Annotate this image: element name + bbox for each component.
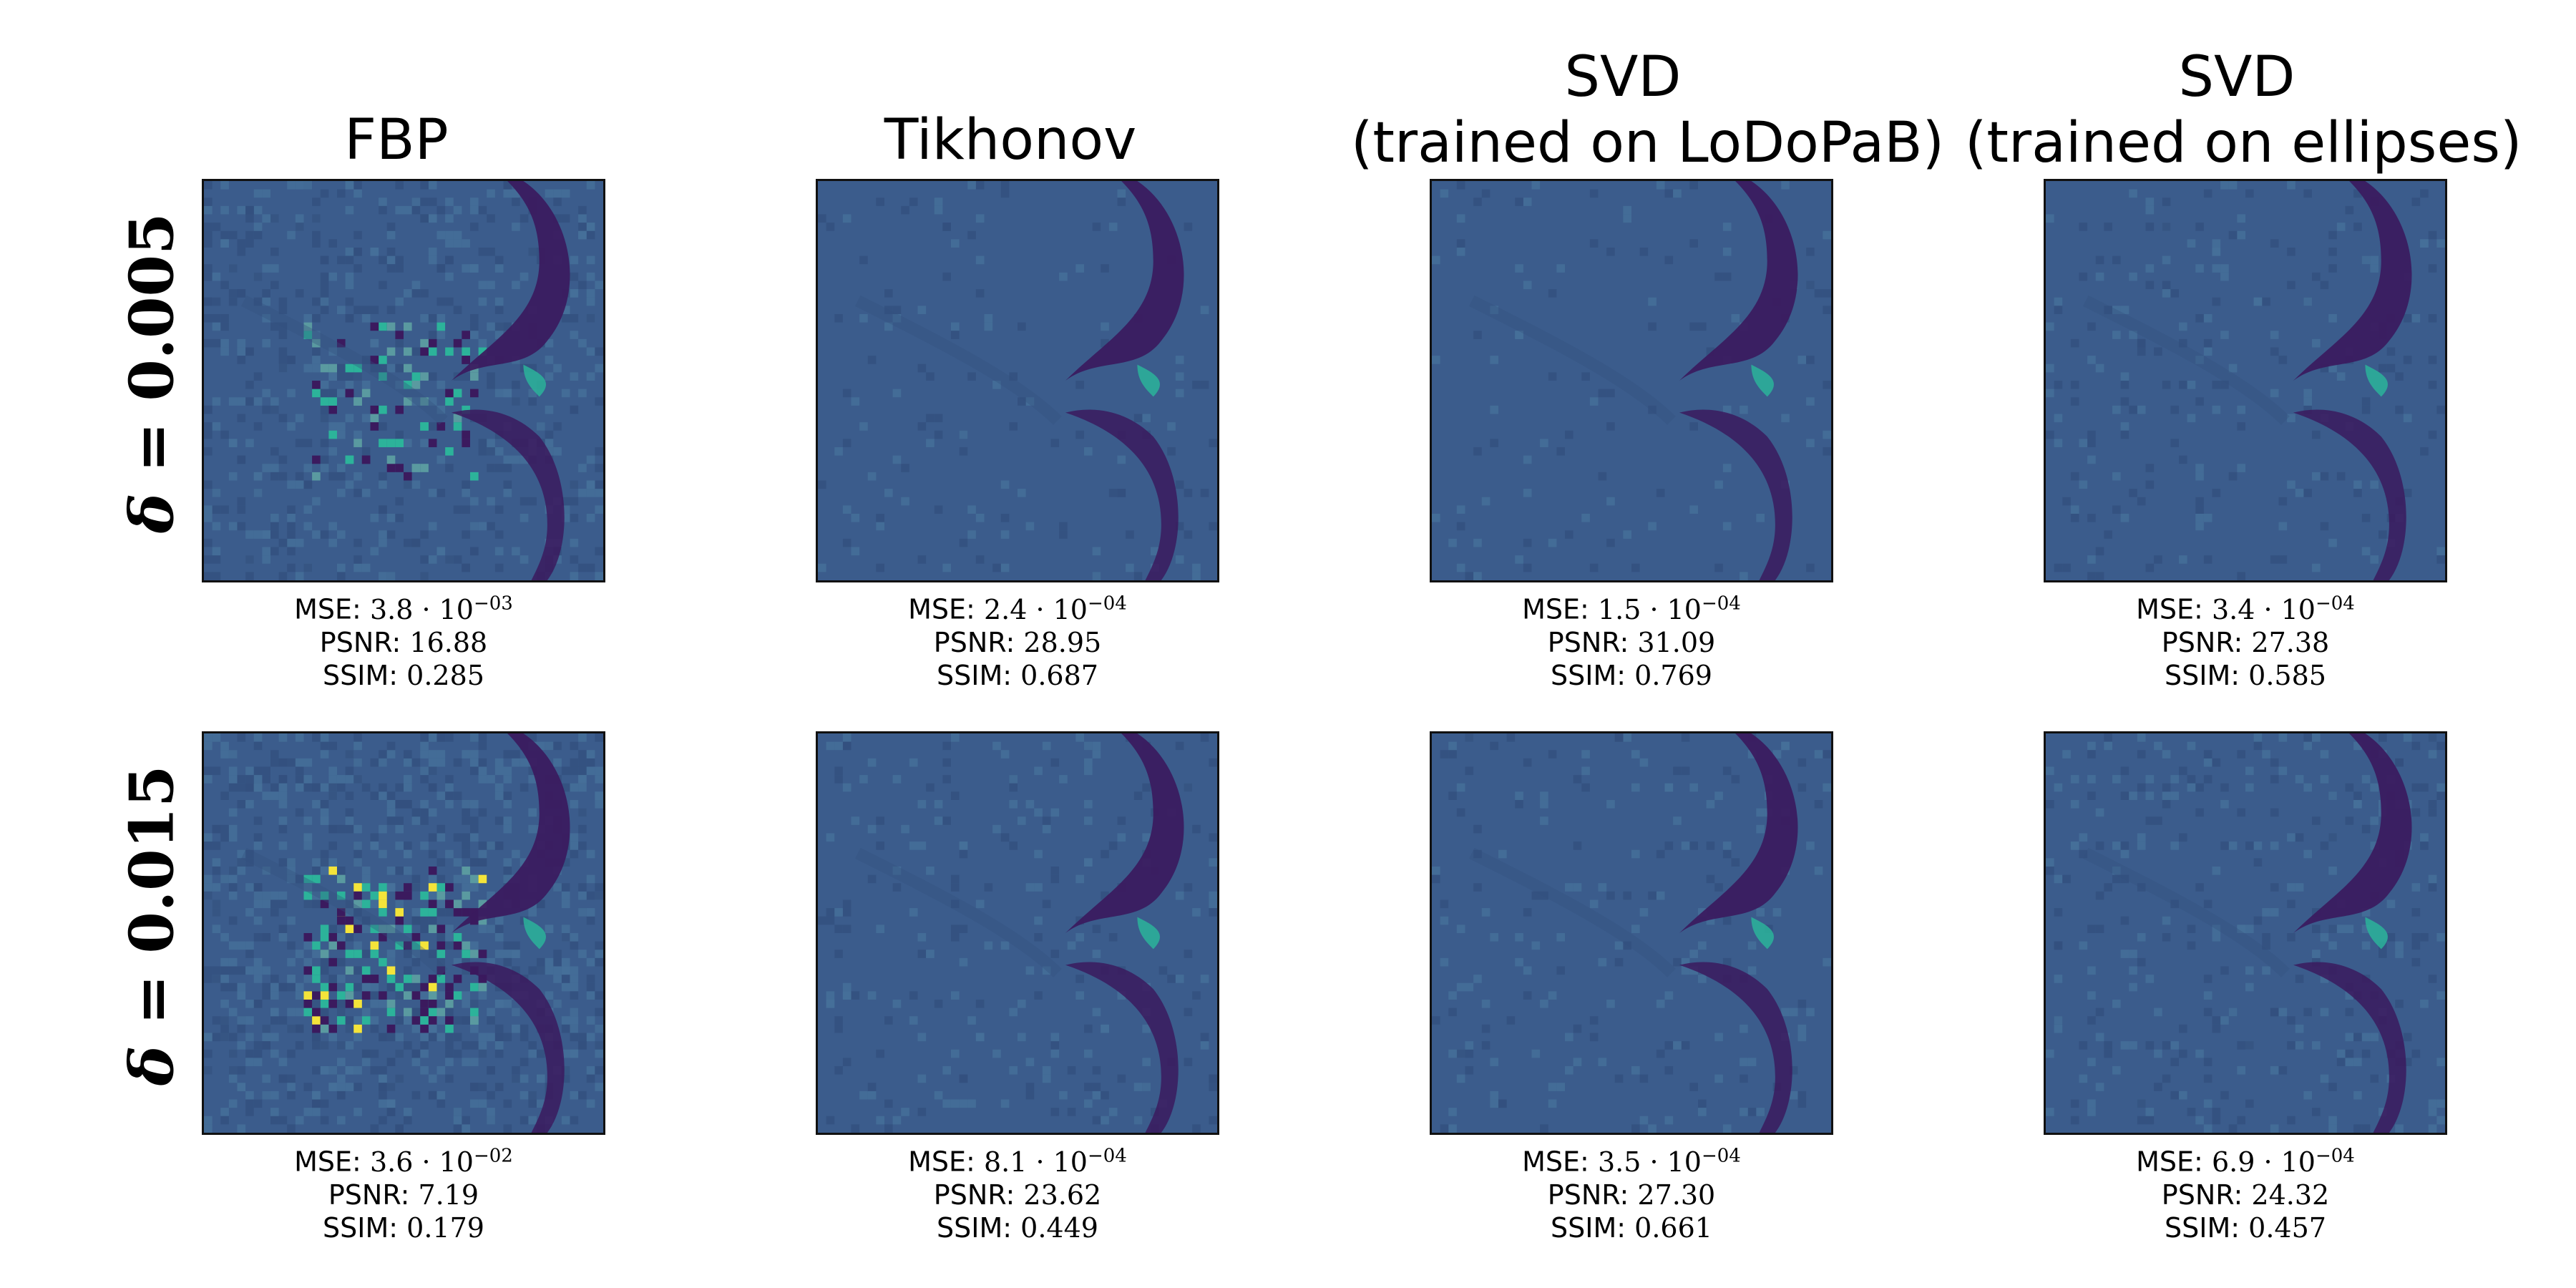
ssim-line: SSIM: 0.179 [323,1211,484,1244]
mse-line: MSE: 3.5 · 10−04 [1522,1145,1741,1178]
metrics-block: MSE: 3.4 · 10−04 PSNR: 27.38 SSIM: 0.585 [2044,587,2447,692]
psnr-line: PSNR: 7.19 [328,1179,479,1211]
psnr-line: PSNR: 27.30 [1547,1179,1716,1211]
ssim-line: SSIM: 0.769 [1551,659,1712,691]
ssim-line: SSIM: 0.449 [937,1211,1098,1244]
metrics-block: MSE: 3.8 · 10−03 PSNR: 16.88 SSIM: 0.285 [202,587,605,692]
ssim-line: SSIM: 0.585 [2165,659,2326,691]
reconstruction-image [1430,179,1833,582]
column-title-svd-ellipses: SVD (trained on ellipses) [1965,45,2522,175]
reconstruction-image [816,179,1219,582]
metrics-block: MSE: 3.6 · 10−02 PSNR: 7.19 SSIM: 0.179 [202,1139,605,1244]
image-canvas [1432,181,1831,580]
mse-line: MSE: 3.8 · 10−03 [294,592,513,625]
metrics-block: MSE: 2.4 · 10−04 PSNR: 28.95 SSIM: 0.687 [816,587,1219,692]
image-canvas [204,733,603,1133]
psnr-line: PSNR: 27.38 [2161,626,2330,658]
column-title-tikhonov: Tikhonov [884,108,1137,172]
mse-line: MSE: 6.9 · 10−04 [2136,1145,2355,1178]
reconstruction-image [202,179,605,582]
column-title-fbp: FBP [344,108,449,172]
image-canvas [1432,733,1831,1133]
reconstruction-image [2044,731,2447,1135]
metrics-block: MSE: 1.5 · 10−04 PSNR: 31.09 SSIM: 0.769 [1430,587,1833,692]
column-title-svd-lodopab: SVD (trained on LoDoPaB) [1351,45,1945,175]
image-canvas [2046,181,2445,580]
mse-line: MSE: 3.6 · 10−02 [294,1145,513,1178]
metrics-block: MSE: 3.5 · 10−04 PSNR: 27.30 SSIM: 0.661 [1430,1139,1833,1244]
psnr-line: PSNR: 31.09 [1547,626,1716,658]
psnr-line: PSNR: 28.95 [933,626,1102,658]
reconstruction-image [816,731,1219,1135]
image-canvas [818,181,1217,580]
metrics-block: MSE: 6.9 · 10−04 PSNR: 24.32 SSIM: 0.457 [2044,1139,2447,1244]
row-label-delta-0005: δ = 0.005 [116,213,187,534]
row-label-delta-0015: δ = 0.015 [116,765,187,1086]
image-canvas [2046,733,2445,1133]
image-canvas [818,733,1217,1133]
ssim-line: SSIM: 0.687 [937,659,1098,691]
mse-line: MSE: 8.1 · 10−04 [908,1145,1127,1178]
mse-line: MSE: 2.4 · 10−04 [908,592,1127,625]
metrics-block: MSE: 8.1 · 10−04 PSNR: 23.62 SSIM: 0.449 [816,1139,1219,1244]
mse-line: MSE: 3.4 · 10−04 [2136,592,2355,625]
reconstruction-image [202,731,605,1135]
mse-line: MSE: 1.5 · 10−04 [1522,592,1741,625]
image-canvas [204,181,603,580]
reconstruction-image [1430,731,1833,1135]
ssim-line: SSIM: 0.661 [1551,1211,1712,1244]
psnr-line: PSNR: 24.32 [2161,1179,2330,1211]
ssim-line: SSIM: 0.285 [323,659,484,691]
ssim-line: SSIM: 0.457 [2165,1211,2326,1244]
psnr-line: PSNR: 16.88 [319,626,488,658]
reconstruction-image [2044,179,2447,582]
psnr-line: PSNR: 23.62 [933,1179,1102,1211]
